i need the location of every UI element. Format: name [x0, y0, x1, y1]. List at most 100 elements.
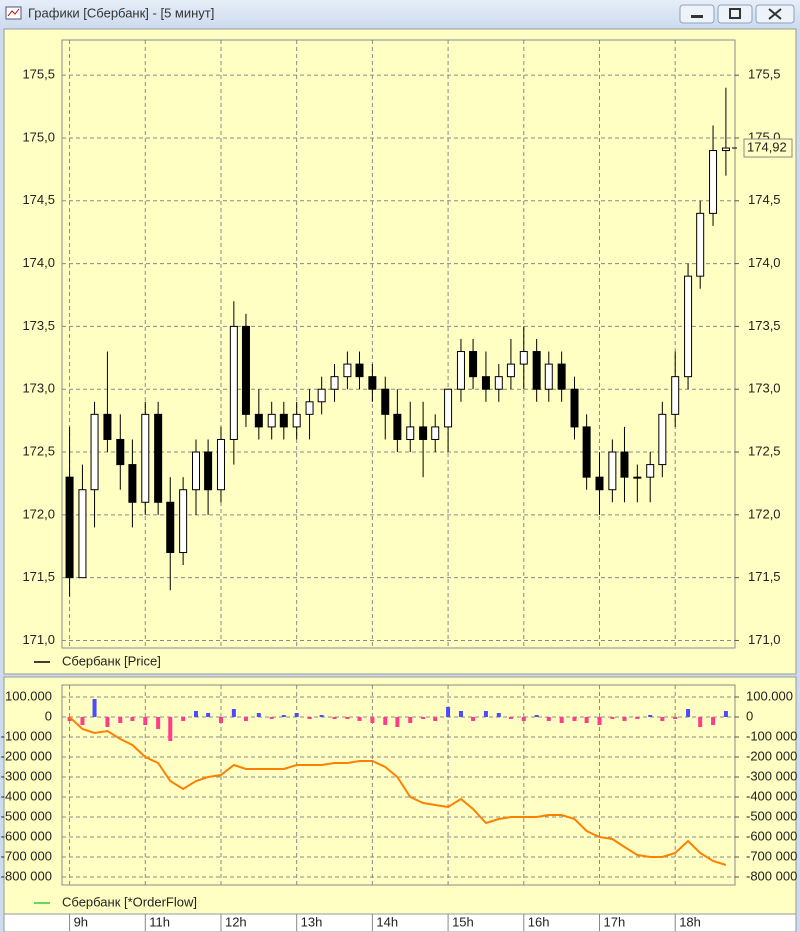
candle-body [90, 413, 99, 491]
last-price-box [743, 138, 793, 158]
candle-body [658, 413, 667, 466]
flow-bar [660, 717, 665, 721]
candle-body [317, 388, 326, 403]
flow-bar [357, 717, 362, 721]
window-title: Графики [Сбербанк] - [5 минут] [28, 5, 214, 20]
candle-body [116, 438, 125, 466]
candle-body [204, 451, 213, 491]
y-tick-label: 171,5 [22, 569, 55, 584]
flow-bar [319, 715, 324, 717]
candle-body [671, 376, 680, 415]
candle-body [494, 376, 503, 390]
flow-bar [218, 717, 223, 723]
price-plot [61, 39, 736, 649]
flow-bar [610, 717, 615, 719]
y-tick-label-right: 171,5 [748, 569, 781, 584]
flow-bar [80, 717, 85, 725]
candle-body [620, 451, 629, 478]
candle-body [519, 351, 528, 365]
maximize-button[interactable] [717, 4, 753, 24]
flow-bar [130, 717, 135, 721]
time-axis [3, 913, 797, 932]
candle-body [456, 351, 465, 390]
flow-bar [673, 717, 678, 719]
y-tick-label-right: -100 000 [746, 728, 797, 743]
flow-bar [243, 717, 248, 721]
flow-bar [143, 717, 148, 725]
x-tick-label: 9h [74, 914, 88, 929]
candle-body [191, 451, 200, 491]
candle-body [254, 413, 263, 428]
flow-bar [281, 715, 286, 717]
x-tick-label: 15h [452, 914, 474, 929]
candle-body [406, 426, 415, 440]
y-tick-label: 172,5 [22, 443, 55, 458]
flow-bar [92, 699, 97, 717]
y-tick-label-right: -200 000 [746, 748, 797, 763]
candle-body [431, 426, 440, 440]
y-tick-label-right: 172,5 [748, 443, 781, 458]
flow-bar [181, 717, 186, 721]
orderflow-plot [61, 684, 736, 886]
last-price-label: 174,92 [747, 139, 787, 154]
candle-body [570, 388, 579, 428]
flow-bar [584, 717, 589, 723]
legend-label: Сбербанк [Price] [62, 653, 161, 668]
y-tick-label-right: 100.000 [746, 688, 793, 703]
candle-body [393, 413, 402, 440]
flow-bar [105, 717, 110, 727]
y-tick-label-right: 174,0 [748, 255, 781, 270]
candle-body [684, 275, 693, 378]
flow-bar [546, 717, 551, 721]
flow-bar [67, 717, 72, 721]
y-tick-label-right: -400 000 [746, 788, 797, 803]
x-tick-label: 17h [603, 914, 625, 929]
flow-bar [433, 717, 438, 721]
candle-body [381, 388, 390, 415]
y-tick-label-right: 173,5 [748, 318, 781, 333]
y-tick-label: 174,5 [22, 192, 55, 207]
flow-bar [446, 707, 451, 717]
candle-body [506, 363, 515, 378]
flow-bar [370, 717, 375, 723]
candle-body [557, 363, 566, 390]
y-tick-label-right: 0 [746, 708, 753, 723]
flow-bar [294, 713, 299, 717]
x-tick-label: 11h [149, 914, 170, 929]
candle-body [368, 376, 377, 390]
flow-bar [118, 717, 123, 723]
flow-bar [686, 709, 691, 717]
x-tick-label: 14h [376, 914, 398, 929]
flow-line [68, 716, 727, 866]
flow-bar [534, 715, 539, 717]
flow-bar [156, 717, 161, 729]
y-tick-label: -500 000 [1, 808, 52, 823]
y-tick-label: 0 [45, 708, 52, 723]
y-tick-label: -300 000 [1, 768, 52, 783]
y-tick-label-right: 172,0 [748, 506, 781, 521]
y-tick-label: 100.000 [5, 688, 52, 703]
candle-body [595, 476, 604, 491]
flow-bar [635, 717, 640, 719]
y-tick-label: 173,5 [22, 318, 55, 333]
candle-body [78, 489, 87, 579]
candle-body [646, 464, 655, 478]
flow-bar [711, 717, 716, 725]
flow-bar [698, 717, 703, 727]
minimize-button[interactable] [679, 4, 715, 24]
candle-body [279, 413, 288, 428]
app-icon-line [7, 8, 20, 17]
y-tick-label-right: 174,5 [748, 192, 781, 207]
candle-body [179, 489, 188, 554]
y-tick-label: -700 000 [1, 848, 52, 863]
x-tick-label: 13h [301, 914, 323, 929]
flow-bar [458, 711, 463, 717]
candle-body [419, 426, 428, 440]
candle-body [709, 150, 718, 214]
y-tick-label-right: -700 000 [746, 848, 797, 863]
y-tick-label: -600 000 [1, 828, 52, 843]
flow-bar [231, 709, 236, 717]
y-tick-label-right: 175,5 [748, 67, 781, 82]
y-tick-label: -400 000 [1, 788, 52, 803]
